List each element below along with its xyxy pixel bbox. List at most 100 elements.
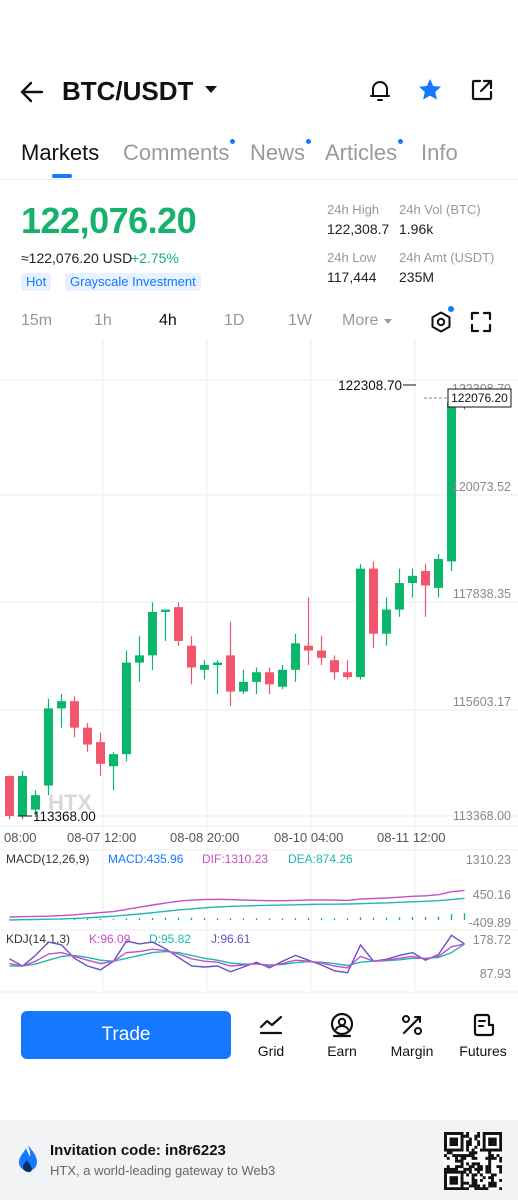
timeframe-4h[interactable]: 4h bbox=[159, 312, 177, 329]
qr-module bbox=[499, 1148, 502, 1152]
qr-module bbox=[466, 1167, 470, 1171]
futures-button[interactable]: Futures bbox=[448, 1008, 518, 1064]
qr-module bbox=[488, 1159, 492, 1163]
earn-label: Earn bbox=[327, 1043, 357, 1059]
qr-module bbox=[496, 1154, 500, 1158]
qr-module bbox=[449, 1167, 453, 1171]
qr-module bbox=[455, 1143, 459, 1147]
qr-code-icon[interactable] bbox=[444, 1132, 502, 1190]
qr-module bbox=[471, 1156, 475, 1160]
earn-icon bbox=[330, 1012, 354, 1038]
candle-body bbox=[382, 609, 391, 634]
candle-body bbox=[18, 775, 27, 816]
qr-module bbox=[452, 1178, 456, 1182]
candle-body bbox=[395, 583, 404, 610]
tab-markets[interactable]: Markets bbox=[21, 140, 99, 166]
qr-module bbox=[444, 1134, 447, 1138]
qr-module bbox=[499, 1165, 502, 1169]
qr-module bbox=[457, 1148, 461, 1152]
qr-module bbox=[477, 1165, 481, 1169]
kline-chart[interactable]: HTX 122308.70 120073.52 117838.35 115603… bbox=[0, 340, 518, 996]
qr-module bbox=[474, 1156, 478, 1160]
qr-module bbox=[474, 1167, 478, 1171]
qr-module bbox=[468, 1170, 472, 1174]
qr-module bbox=[479, 1173, 483, 1177]
back-arrow-icon[interactable] bbox=[18, 78, 46, 106]
qr-module bbox=[471, 1165, 475, 1169]
tab-news[interactable]: News bbox=[250, 139, 312, 166]
share-icon[interactable] bbox=[468, 76, 496, 104]
timeframe-1h[interactable]: 1h bbox=[94, 312, 112, 329]
qr-module bbox=[488, 1181, 492, 1185]
timeframe-15m[interactable]: 15m bbox=[21, 312, 53, 329]
fullscreen-icon[interactable] bbox=[469, 310, 493, 334]
grid-label: Grid bbox=[257, 1043, 285, 1059]
indicator-settings-icon[interactable] bbox=[429, 310, 453, 334]
tab-comments[interactable]: Comments bbox=[123, 139, 236, 166]
qr-module bbox=[463, 1181, 467, 1185]
qr-module bbox=[490, 1132, 494, 1135]
tag-hot[interactable]: Hot bbox=[21, 273, 52, 291]
qr-module bbox=[493, 1181, 497, 1185]
time-axis: 08:00 08-07 12:00 08-08 20:00 08-10 04:0… bbox=[4, 830, 445, 845]
grid-button[interactable]: Grid bbox=[236, 1008, 306, 1064]
qr-module bbox=[496, 1165, 500, 1169]
macd-axis-tick: 1310.23 bbox=[466, 853, 511, 867]
trade-button[interactable]: Trade bbox=[21, 1011, 231, 1059]
qr-module bbox=[460, 1181, 464, 1185]
qr-module bbox=[457, 1154, 461, 1158]
tab-info[interactable]: Info bbox=[421, 140, 458, 166]
earn-button[interactable]: Earn bbox=[307, 1008, 377, 1064]
candle-body bbox=[70, 701, 79, 728]
qr-module bbox=[446, 1165, 450, 1169]
qr-module bbox=[460, 1173, 464, 1177]
tab-articles[interactable]: Articles bbox=[325, 139, 404, 166]
timeframe-1d[interactable]: 1D bbox=[224, 312, 245, 329]
qr-module bbox=[490, 1156, 494, 1160]
qr-module bbox=[493, 1184, 497, 1188]
pair-dropdown-icon[interactable] bbox=[205, 86, 217, 93]
macd-axis-tick: 450.16 bbox=[473, 888, 511, 902]
qr-module bbox=[455, 1148, 459, 1152]
qr-module bbox=[474, 1178, 478, 1182]
macd-dea-line bbox=[9, 897, 465, 921]
qr-module bbox=[479, 1148, 483, 1152]
qr-module bbox=[460, 1154, 464, 1158]
invitation-banner[interactable]: Invitation code: in8r6223 HTX, a world-l… bbox=[0, 1120, 518, 1200]
qr-module bbox=[493, 1132, 497, 1135]
qr-module bbox=[449, 1170, 453, 1174]
timeframe-1w[interactable]: 1W bbox=[288, 312, 312, 329]
star-filled-icon[interactable] bbox=[416, 76, 444, 104]
qr-module bbox=[499, 1145, 502, 1149]
macd-dea: DEA:874.26 bbox=[288, 852, 353, 866]
qr-module bbox=[474, 1145, 478, 1149]
candle-body bbox=[265, 672, 274, 685]
qr-module bbox=[460, 1140, 464, 1144]
pair-title[interactable]: BTC/USDT bbox=[62, 76, 194, 106]
candle-body bbox=[421, 571, 430, 586]
qr-module bbox=[466, 1162, 470, 1166]
top-bar: BTC/USDT bbox=[0, 62, 518, 118]
tab-label: Markets bbox=[21, 140, 100, 165]
qr-module bbox=[477, 1187, 481, 1190]
qr-module bbox=[490, 1173, 494, 1177]
timeframe-more[interactable]: More bbox=[342, 312, 379, 329]
qr-module bbox=[463, 1187, 467, 1190]
qr-module bbox=[455, 1181, 459, 1185]
qr-module bbox=[455, 1156, 459, 1160]
qr-module bbox=[499, 1140, 502, 1144]
candle-body bbox=[343, 672, 352, 678]
macd-axis-tick: -409.89 bbox=[469, 916, 511, 930]
tag-grayscale[interactable]: Grayscale Investment bbox=[65, 273, 201, 291]
qr-module bbox=[488, 1151, 492, 1155]
candle-body bbox=[5, 775, 14, 816]
qr-module bbox=[455, 1140, 459, 1144]
margin-button[interactable]: Margin bbox=[377, 1008, 447, 1064]
qr-module bbox=[488, 1137, 492, 1141]
qr-module bbox=[457, 1132, 461, 1135]
bell-icon[interactable] bbox=[366, 76, 394, 104]
candle-body bbox=[57, 701, 66, 709]
qr-module bbox=[493, 1173, 497, 1177]
qr-module bbox=[444, 1167, 447, 1171]
macd-dif-line bbox=[9, 889, 465, 918]
